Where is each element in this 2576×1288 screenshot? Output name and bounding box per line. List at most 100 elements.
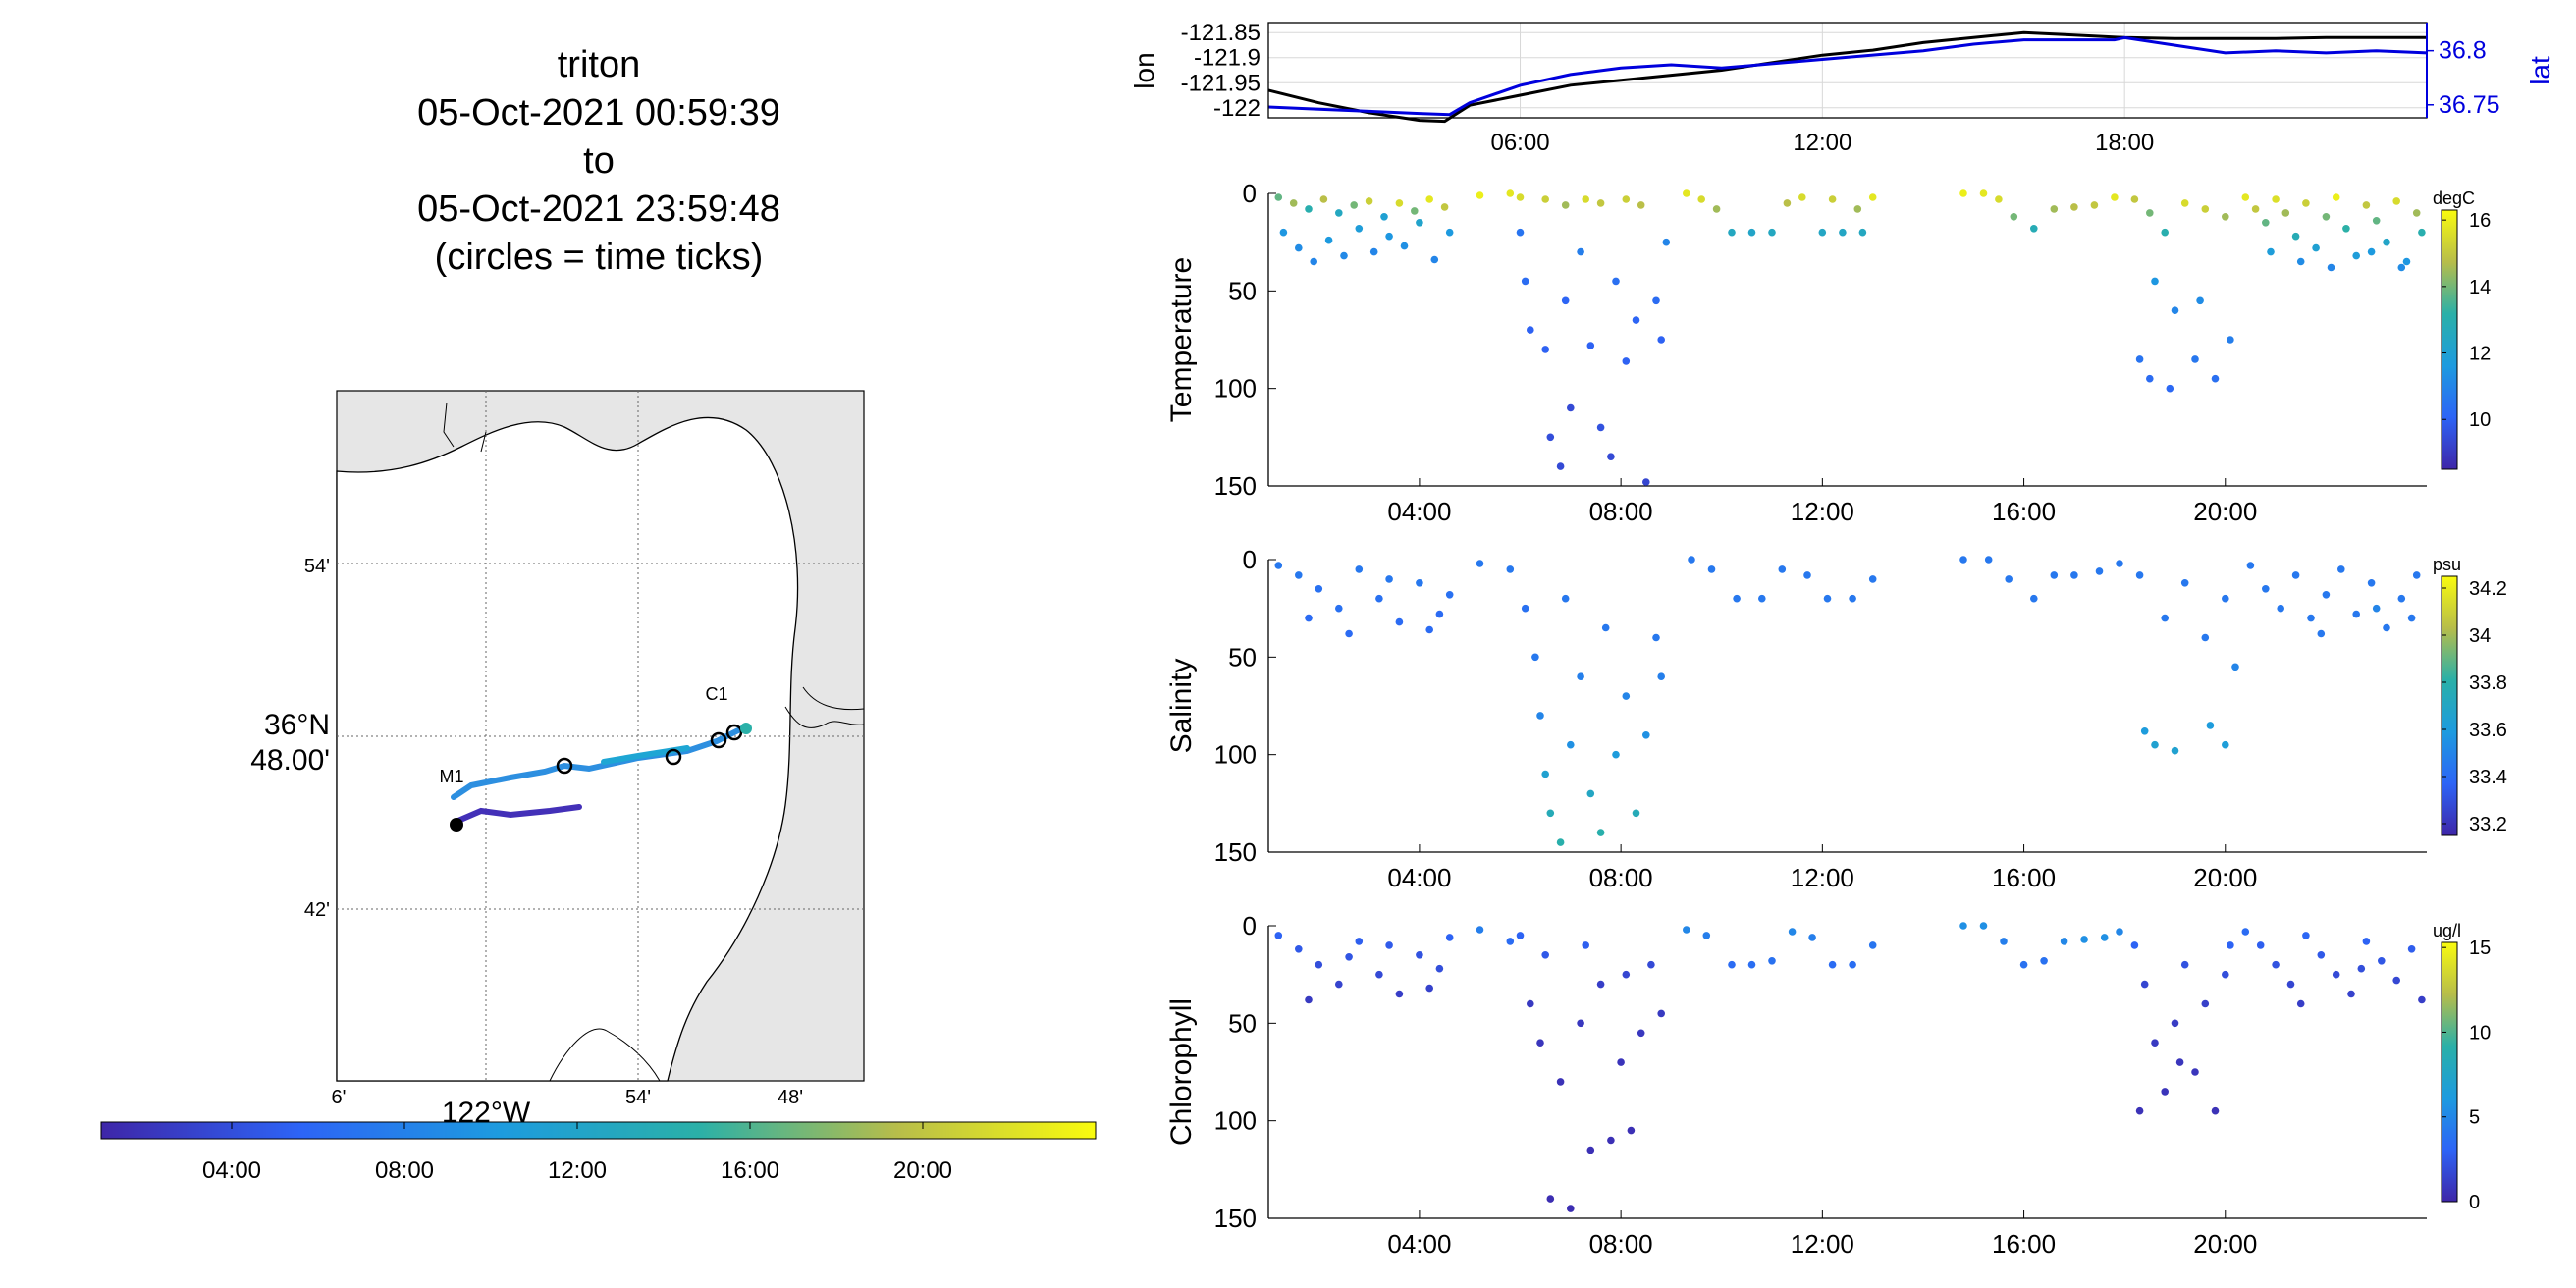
chlorophyll-data-point xyxy=(2100,934,2109,941)
temperature-data-point xyxy=(2030,225,2038,233)
salinity-data-point xyxy=(1295,571,1303,579)
chlorophyll-data-point xyxy=(1425,984,1433,993)
chlorophyll-data-point xyxy=(1335,980,1343,989)
salinity-data-point xyxy=(2383,623,2390,632)
chlorophyll-data-point xyxy=(1728,960,1736,969)
temperature-data-point xyxy=(2227,336,2234,344)
chlorophyll-data-point xyxy=(2201,999,2210,1008)
salinity-data-point xyxy=(1652,633,1660,642)
lon-axis-label: lon xyxy=(1129,52,1159,88)
chlorophyll-data-point xyxy=(1536,1039,1544,1046)
chlorophyll-data-point xyxy=(1627,1126,1636,1135)
salinity-data-point xyxy=(2116,560,2123,567)
chlorophyll-x-tick-label: 04:00 xyxy=(1387,1229,1451,1259)
temperature-x-tick-label: 12:00 xyxy=(1791,497,1854,526)
chlorophyll-data-point xyxy=(1541,951,1549,959)
temperature-data-point xyxy=(2412,209,2421,217)
salinity-data-point xyxy=(2070,571,2078,579)
salinity-data-point xyxy=(1657,672,1665,680)
temperature-data-point xyxy=(1476,191,1484,199)
temperature-data-point xyxy=(2111,193,2119,201)
station-c1: C1 xyxy=(705,684,727,704)
salinity-data-point xyxy=(2005,575,2012,583)
temperature-data-point xyxy=(1586,342,1595,349)
temperature-data-point xyxy=(1728,228,1736,237)
salinity-data-point xyxy=(2277,604,2284,613)
salinity-data-point xyxy=(1305,614,1313,622)
temperature-data-point xyxy=(1516,193,1525,201)
temperature-data-point xyxy=(1546,433,1555,442)
temperature-data-point xyxy=(1527,326,1534,334)
station-m1: M1 xyxy=(439,767,463,786)
chlorophyll-colorbar-unit: ug/l xyxy=(2433,921,2461,940)
salinity-data-point xyxy=(2317,629,2326,638)
glider-track-main xyxy=(451,724,749,800)
chlorophyll-data-point xyxy=(1506,938,1515,945)
chlorophyll-data-point xyxy=(1657,1009,1665,1018)
salinity-data-point xyxy=(1601,623,1610,632)
map-lat-center-deg: 36°N xyxy=(264,709,330,741)
chlorophyll-data-point xyxy=(2151,1039,2159,1046)
cb-label-0800: 08:00 xyxy=(375,1157,434,1184)
chlorophyll-data-point xyxy=(1345,953,1353,961)
chlorophyll-data-point xyxy=(2332,970,2340,979)
salinity-x-tick-label: 20:00 xyxy=(2193,863,2257,892)
track-end xyxy=(740,723,752,734)
temperature-data-point xyxy=(1642,478,1650,486)
chlorophyll-data-point xyxy=(1435,964,1444,973)
temperature-data-point xyxy=(2090,201,2099,209)
chlorophyll-data-point xyxy=(1959,922,1967,930)
map-lat-center-min: 48.00' xyxy=(250,744,330,777)
lonlat-x-tick-label: 12:00 xyxy=(1793,130,1852,156)
chlorophyll-data-point xyxy=(1546,1195,1555,1203)
chlorophyll-data-point xyxy=(1828,960,1837,969)
temperature-data-point xyxy=(1959,189,1967,197)
temperature-data-point xyxy=(1839,228,1847,237)
title-to: to xyxy=(583,140,615,182)
temperature-data-point xyxy=(1340,251,1348,260)
temperature-data-point xyxy=(1747,228,1756,237)
salinity-data-point xyxy=(2307,614,2315,622)
salinity-data-point xyxy=(1823,594,1832,603)
chlorophyll-data-point xyxy=(1768,957,1776,965)
chlorophyll-data-point xyxy=(2130,941,2139,949)
temperature-data-point xyxy=(1979,189,1988,197)
salinity-x-tick-label: 04:00 xyxy=(1387,863,1451,892)
salinity-data-point xyxy=(1435,610,1444,618)
temperature-data-point xyxy=(2180,199,2189,207)
salinity-data-point xyxy=(1355,565,1364,573)
salinity-data-point xyxy=(1632,809,1640,818)
chlorophyll-data-point xyxy=(1683,926,1690,934)
temperature-data-point xyxy=(1853,205,1862,213)
temperature-data-point xyxy=(1612,277,1620,286)
salinity-data-point xyxy=(2161,614,2169,622)
salinity-data-point xyxy=(2397,594,2406,603)
salinity-data-point xyxy=(1688,556,1695,564)
chlorophyll-data-point xyxy=(2286,980,2295,989)
salinity-data-point xyxy=(2171,746,2179,755)
salinity-data-point xyxy=(2231,663,2239,671)
lon-tick-label: -122 xyxy=(1213,95,1261,122)
salinity-data-point xyxy=(2206,722,2215,729)
salinity-x-tick-label: 08:00 xyxy=(1589,863,1653,892)
river-lines xyxy=(443,402,487,453)
chlorophyll-data-point xyxy=(2175,1058,2184,1066)
temperature-data-point xyxy=(2146,209,2154,217)
chlorophyll-data-point xyxy=(2040,957,2048,965)
salinity-colorbar-unit: psu xyxy=(2433,555,2461,574)
salinity-data-point xyxy=(1561,594,1570,603)
temperature-data-point xyxy=(1289,199,1298,207)
temperature-data-point xyxy=(2010,213,2018,221)
temperature-data-point xyxy=(1632,316,1640,324)
temperature-data-point xyxy=(1556,462,1565,470)
cb-label-1600: 16:00 xyxy=(721,1157,779,1184)
lonlat-axes-bg xyxy=(1268,23,2427,118)
salinity-colorbar-tick-label: 33.8 xyxy=(2469,672,2507,694)
temperature-colorbar xyxy=(2441,209,2458,470)
temperature-data-point xyxy=(2367,247,2376,256)
salinity-colorbar-tick-label: 34 xyxy=(2469,625,2491,647)
temperature-data-point xyxy=(1622,357,1631,365)
chlorophyll-data-point xyxy=(1416,951,1423,959)
temperature-data-point xyxy=(1305,205,1313,213)
